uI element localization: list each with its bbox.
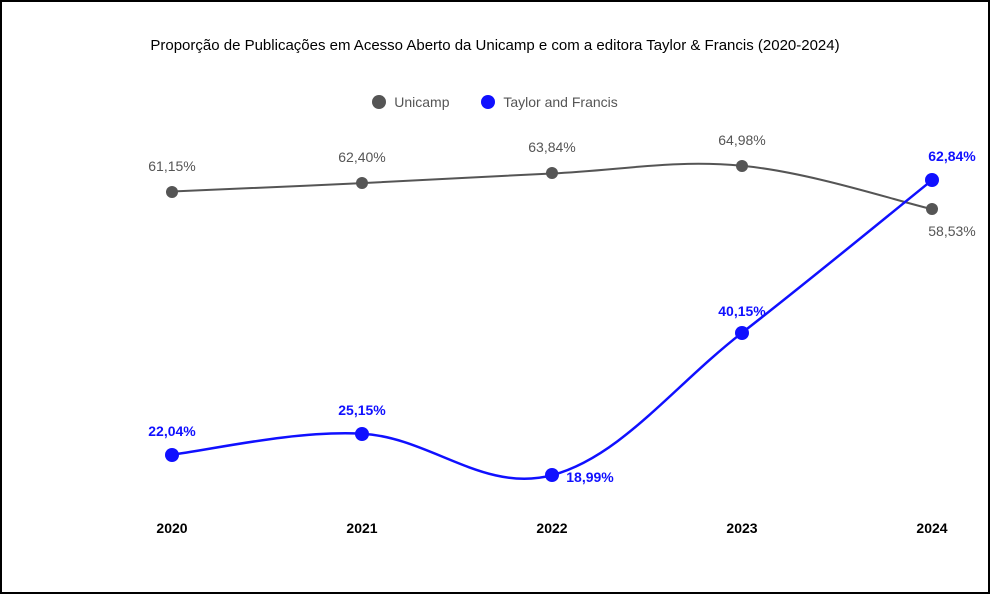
x-tick-2023: 2023 — [726, 520, 757, 536]
marker-unicamp-3 — [736, 160, 748, 172]
marker-taylor-and-francis-0 — [165, 448, 179, 462]
chart-lines-svg — [172, 132, 932, 502]
x-tick-2022: 2022 — [536, 520, 567, 536]
legend-label-tf: Taylor and Francis — [503, 94, 617, 110]
data-label-taylor-and-francis-1: 25,15% — [338, 402, 385, 418]
marker-taylor-and-francis-3 — [735, 326, 749, 340]
marker-taylor-and-francis-1 — [355, 427, 369, 441]
x-tick-2020: 2020 — [156, 520, 187, 536]
data-label-unicamp-1: 62,40% — [338, 149, 385, 165]
marker-taylor-and-francis-2 — [545, 468, 559, 482]
marker-taylor-and-francis-4 — [925, 173, 939, 187]
chart-title: Proporção de Publicações em Acesso Abert… — [2, 37, 988, 54]
data-label-taylor-and-francis-3: 40,15% — [718, 303, 765, 319]
data-label-unicamp-3: 64,98% — [718, 132, 765, 148]
x-tick-2024: 2024 — [916, 520, 947, 536]
marker-unicamp-4 — [926, 203, 938, 215]
plot-area: 61,15%62,40%63,84%64,98%58,53%22,04%25,1… — [172, 132, 932, 502]
legend-dot-tf — [481, 95, 495, 109]
data-label-taylor-and-francis-0: 22,04% — [148, 423, 195, 439]
legend-item-unicamp: Unicamp — [372, 94, 449, 110]
legend-item-tf: Taylor and Francis — [481, 94, 617, 110]
legend-dot-unicamp — [372, 95, 386, 109]
data-label-unicamp-4: 58,53% — [928, 223, 975, 239]
data-label-taylor-and-francis-4: 62,84% — [928, 148, 975, 164]
legend-label-unicamp: Unicamp — [394, 94, 449, 110]
chart-container: Proporção de Publicações em Acesso Abert… — [2, 2, 988, 592]
data-label-taylor-and-francis-2: 18,99% — [566, 469, 613, 485]
data-label-unicamp-2: 63,84% — [528, 139, 575, 155]
legend: Unicamp Taylor and Francis — [2, 94, 988, 112]
marker-unicamp-2 — [546, 167, 558, 179]
marker-unicamp-0 — [166, 186, 178, 198]
x-tick-2021: 2021 — [346, 520, 377, 536]
line-taylor-and-francis — [172, 180, 932, 479]
marker-unicamp-1 — [356, 177, 368, 189]
data-label-unicamp-0: 61,15% — [148, 158, 195, 174]
